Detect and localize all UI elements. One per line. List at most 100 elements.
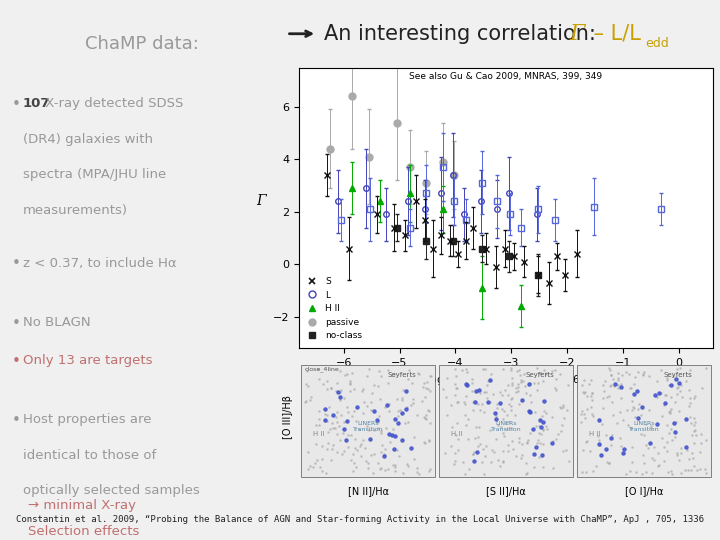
- Point: [673, 456, 685, 464]
- Text: Seyferts: Seyferts: [663, 372, 692, 378]
- Point: [688, 461, 700, 470]
- Point: [586, 389, 598, 397]
- Point: [538, 440, 549, 448]
- Text: No BLAGN: No BLAGN: [23, 316, 91, 329]
- Text: Γ: Γ: [570, 23, 585, 45]
- Point: [452, 435, 464, 443]
- Point: [626, 397, 638, 406]
- Point: [669, 374, 680, 383]
- Point: [456, 366, 467, 374]
- Point: [482, 398, 494, 407]
- Point: [467, 449, 479, 458]
- Point: [521, 437, 533, 446]
- Text: optically selected samples: optically selected samples: [23, 484, 199, 497]
- Point: [659, 399, 670, 407]
- Point: [470, 423, 482, 431]
- Point: [526, 398, 537, 407]
- Point: [603, 459, 615, 468]
- Point: [603, 392, 614, 401]
- Point: [598, 386, 610, 395]
- Point: [321, 444, 333, 453]
- Point: [402, 417, 414, 426]
- Point: [401, 460, 413, 468]
- Text: •: •: [12, 97, 20, 112]
- Point: [383, 400, 395, 408]
- Point: [402, 375, 413, 383]
- Point: [593, 440, 605, 448]
- Point: [359, 444, 371, 453]
- Point: [405, 401, 417, 410]
- Point: [304, 395, 315, 404]
- Point: [418, 379, 430, 388]
- Point: [366, 406, 377, 415]
- Point: [496, 405, 508, 414]
- Point: [626, 423, 637, 432]
- Point: [400, 418, 411, 427]
- Point: [523, 436, 534, 444]
- Point: [696, 383, 707, 392]
- Point: [528, 379, 539, 388]
- Point: [459, 410, 471, 419]
- Point: [374, 464, 386, 473]
- Text: H II: H II: [313, 431, 325, 437]
- Point: [584, 447, 595, 455]
- Point: [392, 406, 403, 415]
- Point: [339, 371, 351, 380]
- Point: [374, 463, 386, 472]
- Point: [390, 461, 401, 469]
- Point: [586, 410, 598, 418]
- Text: → minimal X-ray: → minimal X-ray: [29, 500, 137, 512]
- Point: [665, 409, 676, 417]
- Point: [652, 420, 663, 429]
- Point: [603, 458, 615, 467]
- Point: [440, 449, 451, 457]
- Point: [321, 385, 333, 394]
- Point: [579, 414, 590, 423]
- Point: [460, 365, 472, 374]
- Point: [348, 458, 360, 467]
- Point: [425, 372, 436, 381]
- Point: [344, 380, 356, 388]
- Point: [376, 426, 387, 435]
- Text: – L/L: – L/L: [587, 24, 641, 44]
- Point: [506, 379, 518, 387]
- Point: [623, 420, 634, 429]
- Point: [378, 450, 390, 458]
- Point: [513, 380, 524, 389]
- Legend: S, L, H II, passive, no-class: S, L, H II, passive, no-class: [303, 273, 366, 344]
- Point: [503, 400, 515, 409]
- Point: [590, 462, 601, 470]
- Point: [593, 436, 605, 444]
- Point: [331, 418, 343, 427]
- Point: [302, 465, 314, 474]
- Point: [637, 370, 649, 379]
- Point: [325, 383, 337, 392]
- Point: [536, 451, 547, 460]
- Point: [413, 470, 425, 479]
- Point: [451, 384, 463, 393]
- Point: [506, 394, 518, 402]
- Point: [502, 441, 513, 450]
- Point: [338, 424, 350, 433]
- Point: [613, 384, 624, 393]
- Point: [487, 390, 498, 399]
- Point: [680, 414, 692, 423]
- Point: [551, 386, 562, 395]
- Point: [302, 448, 314, 456]
- Point: [302, 381, 313, 390]
- Point: [687, 448, 698, 457]
- Point: [330, 413, 341, 421]
- Point: [364, 364, 375, 373]
- Point: [503, 390, 514, 399]
- Point: [319, 416, 330, 424]
- Point: [343, 431, 354, 440]
- Point: [334, 393, 346, 401]
- Point: [372, 382, 384, 390]
- Point: [606, 370, 617, 379]
- Point: [318, 379, 329, 388]
- Point: [582, 405, 593, 414]
- Point: [661, 420, 672, 429]
- Point: [531, 439, 543, 448]
- Text: Seyferts: Seyferts: [526, 372, 554, 378]
- Point: [357, 384, 369, 393]
